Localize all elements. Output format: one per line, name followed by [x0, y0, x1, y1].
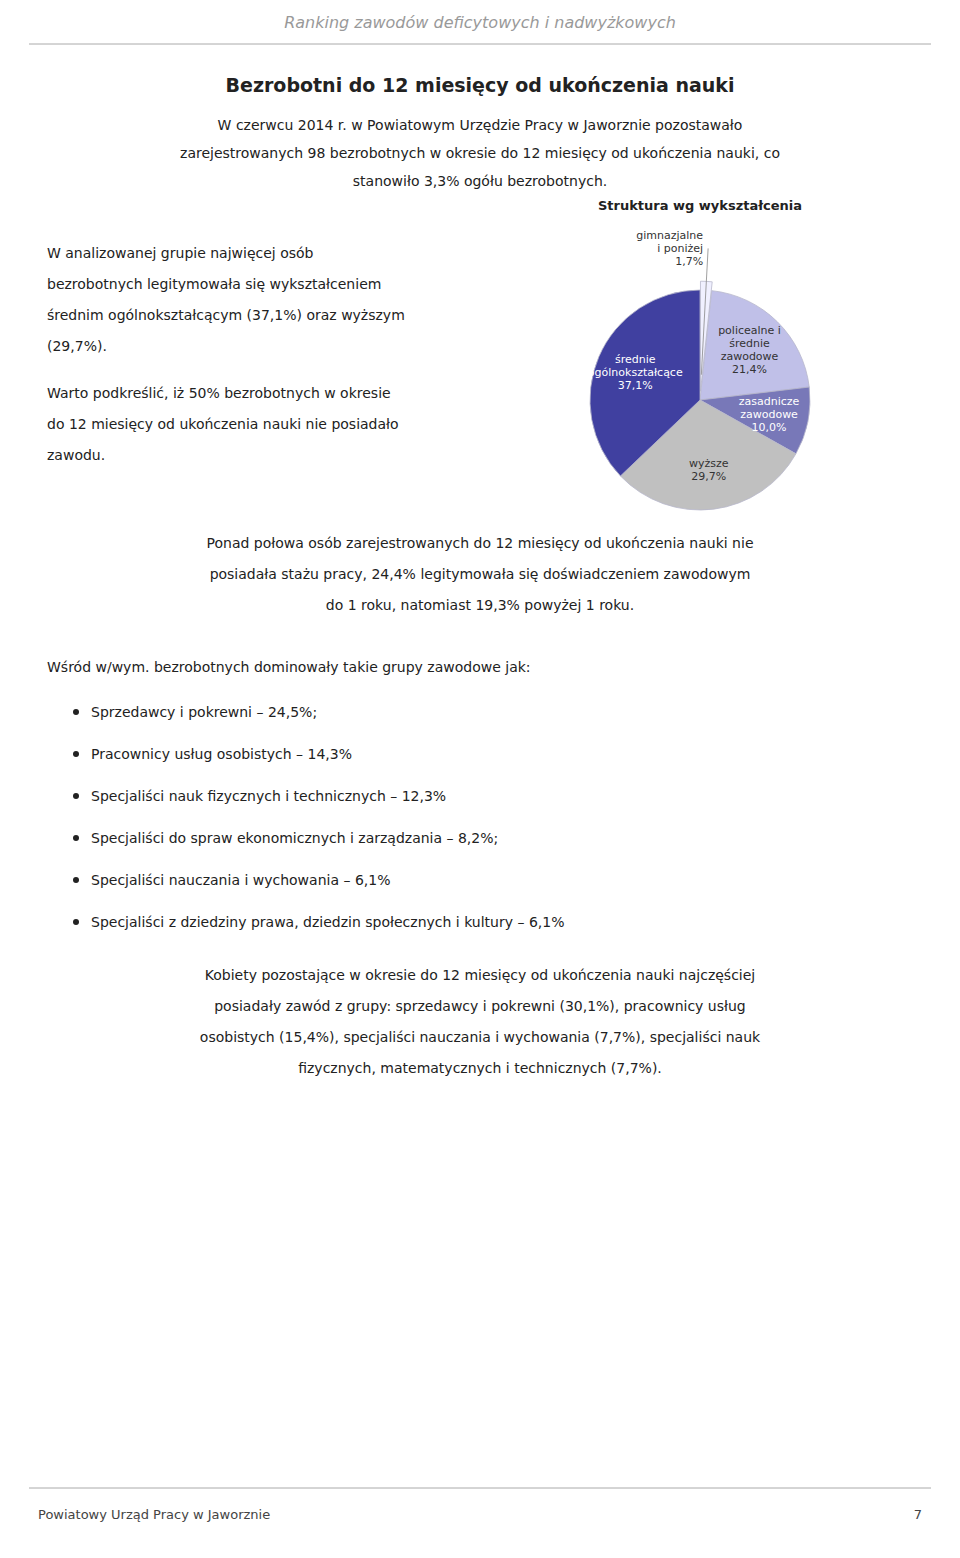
data-label: 10,0%: [752, 421, 787, 434]
data-label: 37,1%: [618, 379, 653, 392]
bullet-text: Specjaliści do spraw ekonomicznych i zar…: [91, 830, 498, 846]
data-label: średnie: [729, 337, 770, 350]
bullet: [73, 835, 79, 841]
data-label: 21,4%: [732, 363, 767, 376]
paragraph-line: stanowiło 3,3% ogółu bezrobotnych.: [353, 173, 607, 189]
pie-chart: Struktura wg wykształcenia gimnazjalnei p…: [588, 198, 810, 510]
bullet: [73, 919, 79, 925]
paragraph-line: posiadała stażu pracy, 24,4% legitymował…: [210, 566, 751, 582]
bullet: [73, 877, 79, 883]
bullet-text: Sprzedawcy i pokrewni – 24,5%;: [91, 704, 317, 720]
paragraph-line: Ponad połowa osób zarejestrowanych do 12…: [207, 535, 754, 551]
paragraph-line: do 12 miesięcy od ukończenia nauki nie p…: [47, 416, 399, 432]
bullet: [73, 751, 79, 757]
bullet: [73, 793, 79, 799]
paragraph-title: Wśród w/wym. bezrobotnych dominowały tak…: [47, 659, 531, 675]
bullet-text: Specjaliści z dziedziny prawa, dziedzin …: [91, 914, 564, 930]
page-number: 7: [914, 1507, 922, 1522]
paragraph-line: posiadały zawód z grupy: sprzedawcy i po…: [214, 998, 746, 1014]
paragraph-line: bezrobotnych legitymowała się wykształce…: [47, 276, 381, 292]
pie-slice: [590, 290, 700, 476]
footer-rule: [29, 1488, 931, 1489]
bullet-text: Pracownicy usług osobistych – 14,3%: [91, 746, 352, 762]
paragraph-line: W czerwcu 2014 r. w Powiatowym Urzędzie …: [218, 117, 743, 133]
paragraph-line: średnim ogólnokształcącym (37,1%) oraz w…: [47, 307, 405, 323]
data-label: 1,7%: [675, 255, 703, 268]
data-label: policealne i: [718, 324, 781, 337]
paragraph-line: (29,7%).: [47, 338, 107, 354]
paragraph-line: zawodu.: [47, 447, 105, 463]
background: [0, 0, 960, 1558]
data-label: średnie: [615, 353, 656, 366]
data-label: gimnazjalne: [636, 229, 703, 242]
data-label: ogólnokształcące: [588, 366, 683, 379]
paragraph-line: Kobiety pozostające w okresie do 12 mies…: [205, 967, 755, 983]
paragraph-line: Warto podkreślić, iż 50% bezrobotnych w …: [47, 385, 391, 401]
paragraph-line: zarejestrowanych 98 bezrobotnych w okres…: [180, 145, 780, 161]
page: Ranking zawodów deficytowych i nadwyżkow…: [0, 0, 960, 1558]
data-label: i poniżej: [657, 242, 703, 255]
paragraph-line: W analizowanej grupie najwięcej osób: [47, 245, 314, 261]
data-label: 29,7%: [691, 470, 726, 483]
footer-text: Powiatowy Urząd Pracy w Jaworznie: [38, 1507, 270, 1522]
bullet: [73, 709, 79, 715]
main-title: Bezrobotni do 12 miesięcy od ukończenia …: [226, 74, 735, 96]
data-labels: gimnazjalnei poniżej1,7%policealne iśred…: [588, 229, 800, 483]
bullet-text: Specjaliści nauk fizycznych i techniczny…: [91, 788, 446, 804]
header-rule: [29, 44, 931, 45]
bullet-text: Specjaliści nauczania i wychowania – 6,1…: [91, 872, 390, 888]
data-label: zasadnicze: [739, 395, 800, 408]
paragraph-line: osobistych (15,4%), specjaliści nauczani…: [200, 1029, 761, 1045]
pie-slice: [700, 291, 809, 400]
data-label: zawodowe: [740, 408, 798, 421]
paragraph-line: fizycznych, matematycznych i technicznyc…: [298, 1060, 662, 1076]
chart-title: Struktura wg wykształcenia: [598, 198, 802, 213]
page-title: Ranking zawodów deficytowych i nadwyżkow…: [284, 13, 676, 32]
data-label: zawodowe: [721, 350, 779, 363]
paragraph-line: do 1 roku, natomiast 19,3% powyżej 1 rok…: [326, 597, 634, 613]
slices: [590, 281, 810, 510]
data-label: wyższe: [689, 457, 729, 470]
